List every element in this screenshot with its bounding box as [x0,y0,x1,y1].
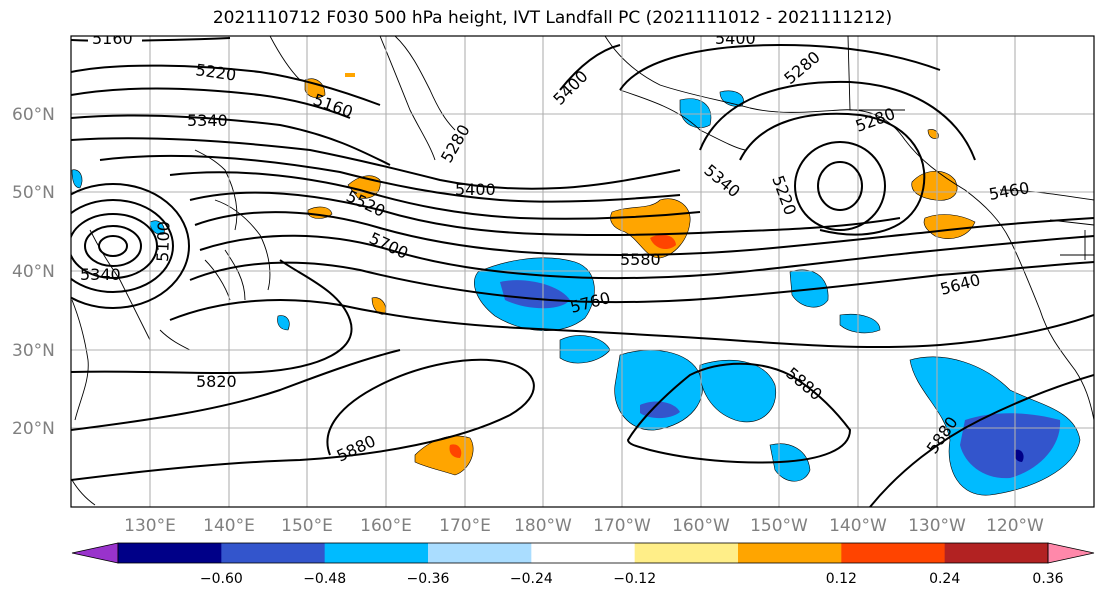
colorbar-segment [634,543,739,563]
lon-label: 140°E [203,516,255,536]
ivt-negative-region [769,443,811,482]
colorbar-segment [841,543,946,563]
contour-label: 5400 [715,29,756,48]
ivt-negative-region [699,359,777,423]
lon-label: 160°E [360,516,412,536]
contour-label: 5820 [196,372,237,391]
ivt-negative-max [1014,449,1024,462]
colorbar-border [117,542,1049,564]
colorbar-segment [118,543,222,563]
colorbar-tick-label: 0.24 [929,571,960,587]
ivt-negative-region [679,98,712,129]
lon-label: 120°W [986,516,1044,536]
lon-label: 130°W [908,516,966,536]
contour-label: 5340 [80,265,121,284]
colorbar-tick-label: 0.36 [1032,571,1063,587]
lon-label: 150°W [750,516,808,536]
colorbar-segment [531,543,636,563]
map-frame [70,35,1095,508]
lon-label: 170°E [439,516,491,536]
contour-label: 5160 [92,29,133,48]
lon-label: 140°W [829,516,887,536]
ivt-negative-core [960,413,1061,479]
ivt-positive-core [449,444,462,458]
ivt-positive-region [345,73,355,77]
colorbar-tick-label: −0.48 [303,571,346,587]
colorbar-segment [944,543,1049,563]
ivt-negative-region [149,220,165,235]
colorbar-tick-label: −0.24 [510,571,553,587]
lat-label: 40°N [12,262,55,282]
contour-label: 5340 [187,111,228,130]
coastlines [71,36,1094,506]
ivt-positive-core [650,234,676,250]
colorbar-segment [738,543,842,563]
latitude-labels: 60°N 50°N 40°N 30°N 20°N [12,105,55,439]
lat-label: 20°N [12,419,55,439]
colorbar-segment [324,543,429,563]
colorbar-segment [428,543,532,563]
ivt-negative-core [640,401,680,419]
lon-label: 160°W [672,516,730,536]
lon-label: 180°W [514,516,572,536]
longitude-labels: 130°E 140°E 150°E 160°E 170°E 180°W 170°… [124,516,1044,536]
ivt-negative-region [71,169,83,189]
colorbar-tick-label: −0.60 [200,571,243,587]
ivt-positive-region [927,129,939,139]
lon-label: 150°E [281,516,333,536]
chart-title: 2021110712 F030 500 hPa height, IVT Land… [212,8,893,28]
contour-label: 5100 [153,221,173,262]
lon-label: 130°E [124,516,176,536]
colorbar [71,542,1095,564]
contour-label: 5580 [620,250,661,269]
colorbar-tick-label: −0.12 [613,571,656,587]
lat-label: 60°N [12,105,55,125]
colorbar-extend-min [71,542,119,564]
colorbar-extend-max [1047,542,1095,564]
colorbar-tick-label: 0.12 [826,571,857,587]
contour-label: 5400 [455,180,496,199]
colorbar-segment [221,543,326,563]
ivt-negative-core [500,280,570,309]
lon-label: 170°W [593,516,651,536]
lat-label: 50°N [12,183,55,203]
height-contours [71,37,1094,507]
ivt-negative-region [277,315,290,331]
colorbar-tick-label: −0.36 [407,571,450,587]
colorbar-labels: −0.60−0.48−0.36−0.24−0.120.120.240.360.4… [200,571,1064,587]
lat-label: 30°N [12,341,55,361]
